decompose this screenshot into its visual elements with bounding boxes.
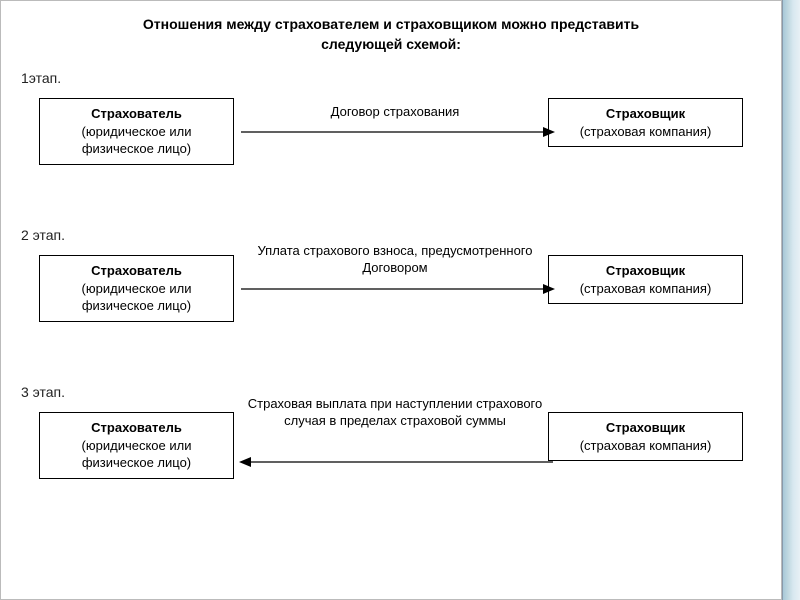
stage-3-left-subtitle: (юридическое или физическое лицо) bbox=[48, 437, 225, 472]
stage-2-left-subtitle: (юридическое или физическое лицо) bbox=[48, 280, 225, 315]
stage-1-left-subtitle: (юридическое или физическое лицо) bbox=[48, 123, 225, 158]
stage-3-left-box: Страхователь (юридическое или физическое… bbox=[39, 412, 234, 479]
stage-1-right-title: Страховщик bbox=[557, 105, 734, 123]
stage-3-arrow bbox=[239, 452, 555, 472]
stage-2-right-box: Страховщик (страховая компания) bbox=[548, 255, 743, 304]
stage-3: 3 этап. Страхователь (юридическое или фи… bbox=[1, 384, 781, 501]
stage-2: 2 этап. Страхователь (юридическое или фи… bbox=[1, 227, 781, 344]
stage-3-right-title: Страховщик bbox=[557, 419, 734, 437]
title-line-2: следующей схемой: bbox=[321, 36, 461, 52]
stage-1-label: 1этап. bbox=[21, 70, 761, 86]
slide-title: Отношения между страхователем и страховщ… bbox=[1, 1, 781, 64]
slide-container: Отношения между страхователем и страховщ… bbox=[0, 0, 782, 600]
stage-2-left-box: Страхователь (юридическое или физическое… bbox=[39, 255, 234, 322]
stage-1-left-title: Страхователь bbox=[48, 105, 225, 123]
stage-3-row: Страхователь (юридическое или физическое… bbox=[21, 406, 761, 501]
stage-1-left-box: Страхователь (юридическое или физическое… bbox=[39, 98, 234, 165]
stage-2-label: 2 этап. bbox=[21, 227, 761, 243]
stage-1-arrow-label: Договор страхования bbox=[245, 104, 545, 121]
title-line-1: Отношения между страхователем и страховщ… bbox=[143, 16, 639, 32]
stage-3-arrow-label: Страховая выплата при наступлении страхо… bbox=[245, 396, 545, 430]
stage-2-right-title: Страховщик bbox=[557, 262, 734, 280]
stage-1-arrow bbox=[239, 122, 555, 142]
stage-2-arrow bbox=[239, 279, 555, 299]
stage-1-row: Страхователь (юридическое или физическое… bbox=[21, 92, 761, 187]
stage-3-left-title: Страхователь bbox=[48, 419, 225, 437]
side-decorative-stripe bbox=[782, 0, 800, 600]
stage-1: 1этап. Страхователь (юридическое или физ… bbox=[1, 70, 781, 187]
stage-2-arrow-label: Уплата страхового взноса, предусмотренно… bbox=[245, 243, 545, 277]
stage-1-right-subtitle: (страховая компания) bbox=[557, 123, 734, 141]
stage-3-right-subtitle: (страховая компания) bbox=[557, 437, 734, 455]
stage-2-right-subtitle: (страховая компания) bbox=[557, 280, 734, 298]
stage-2-row: Страхователь (юридическое или физическое… bbox=[21, 249, 761, 344]
stage-2-left-title: Страхователь bbox=[48, 262, 225, 280]
stage-1-right-box: Страховщик (страховая компания) bbox=[548, 98, 743, 147]
stage-3-right-box: Страховщик (страховая компания) bbox=[548, 412, 743, 461]
